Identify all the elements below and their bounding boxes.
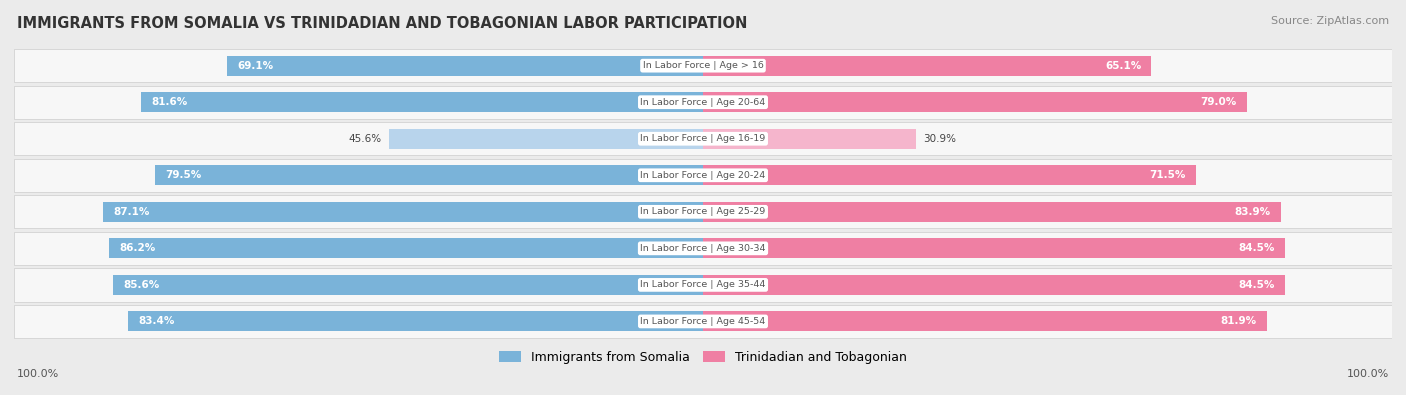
Text: 81.6%: 81.6% <box>152 97 187 107</box>
Text: In Labor Force | Age 30-34: In Labor Force | Age 30-34 <box>640 244 766 253</box>
Bar <box>110 238 703 258</box>
Bar <box>703 238 1285 258</box>
Bar <box>703 165 1195 185</box>
Text: In Labor Force | Age 20-64: In Labor Force | Age 20-64 <box>640 98 766 107</box>
Bar <box>703 56 1152 76</box>
Text: Source: ZipAtlas.com: Source: ZipAtlas.com <box>1271 16 1389 26</box>
Text: 71.5%: 71.5% <box>1149 170 1185 180</box>
Text: IMMIGRANTS FROM SOMALIA VS TRINIDADIAN AND TOBAGONIAN LABOR PARTICIPATION: IMMIGRANTS FROM SOMALIA VS TRINIDADIAN A… <box>17 16 747 31</box>
Bar <box>703 202 1281 222</box>
Bar <box>14 268 1392 301</box>
Text: 79.5%: 79.5% <box>166 170 202 180</box>
Text: 100.0%: 100.0% <box>17 369 59 379</box>
Text: In Labor Force | Age 25-29: In Labor Force | Age 25-29 <box>640 207 766 216</box>
Bar <box>14 122 1392 155</box>
Text: 86.2%: 86.2% <box>120 243 156 253</box>
Bar <box>155 165 703 185</box>
Text: In Labor Force | Age 20-24: In Labor Force | Age 20-24 <box>640 171 766 180</box>
Bar <box>14 305 1392 338</box>
Text: 81.9%: 81.9% <box>1220 316 1257 326</box>
Text: 84.5%: 84.5% <box>1239 280 1275 290</box>
Text: 83.4%: 83.4% <box>139 316 176 326</box>
Bar <box>703 275 1285 295</box>
Bar <box>114 275 703 295</box>
Bar <box>14 49 1392 82</box>
Bar <box>703 92 1247 112</box>
Text: 45.6%: 45.6% <box>349 134 382 144</box>
Bar <box>703 311 1267 331</box>
Bar <box>703 129 915 149</box>
Bar <box>14 232 1392 265</box>
Bar <box>14 86 1392 119</box>
Text: 85.6%: 85.6% <box>124 280 160 290</box>
Text: 87.1%: 87.1% <box>114 207 149 217</box>
Bar <box>128 311 703 331</box>
Text: In Labor Force | Age > 16: In Labor Force | Age > 16 <box>643 61 763 70</box>
Text: 100.0%: 100.0% <box>1347 369 1389 379</box>
Text: 65.1%: 65.1% <box>1105 61 1142 71</box>
Bar <box>14 195 1392 228</box>
Text: 84.5%: 84.5% <box>1239 243 1275 253</box>
Text: In Labor Force | Age 45-54: In Labor Force | Age 45-54 <box>640 317 766 326</box>
Text: In Labor Force | Age 16-19: In Labor Force | Age 16-19 <box>640 134 766 143</box>
Text: 30.9%: 30.9% <box>922 134 956 144</box>
Text: 69.1%: 69.1% <box>238 61 273 71</box>
Bar <box>389 129 703 149</box>
Text: In Labor Force | Age 35-44: In Labor Force | Age 35-44 <box>640 280 766 290</box>
Bar <box>14 159 1392 192</box>
Bar <box>103 202 703 222</box>
Text: 83.9%: 83.9% <box>1234 207 1271 217</box>
Text: 79.0%: 79.0% <box>1201 97 1237 107</box>
Bar <box>141 92 703 112</box>
Bar <box>226 56 703 76</box>
Legend: Immigrants from Somalia, Trinidadian and Tobagonian: Immigrants from Somalia, Trinidadian and… <box>494 346 912 369</box>
